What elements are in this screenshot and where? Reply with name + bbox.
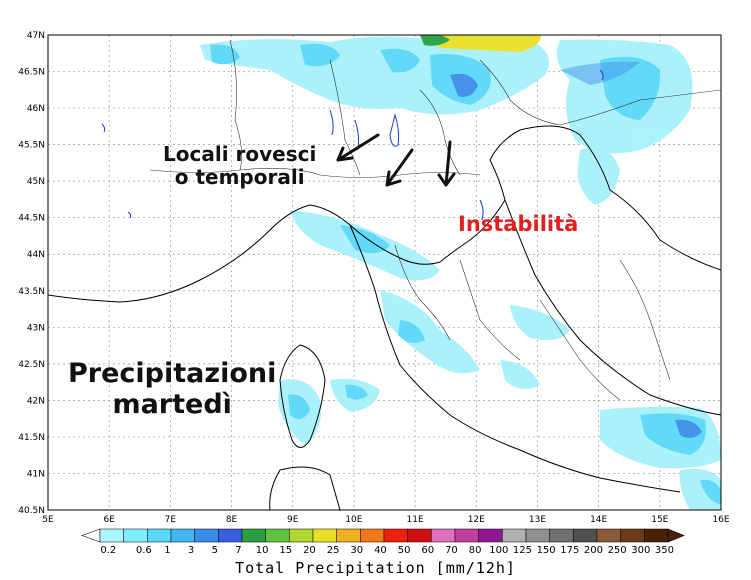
colorbar-min-arrow — [81, 528, 101, 543]
annotation-precipitation-line1: Precipitazioni — [68, 358, 277, 389]
colorbar-tick-label: 60 — [421, 545, 435, 556]
colorbar-tick-label: 20 — [303, 545, 316, 556]
colorbar-swatch — [123, 528, 148, 543]
annotation-instability: Instabilità — [458, 212, 579, 236]
lon-tick-label: 16E — [712, 515, 729, 525]
border-lines — [149, 39, 721, 401]
lon-tick-label: 13E — [529, 515, 546, 525]
colorbar-max-arrow — [667, 528, 685, 543]
colorbar-swatch — [218, 528, 243, 543]
colorbar-swatch — [312, 528, 337, 543]
lon-tick-label: 11E — [407, 515, 424, 525]
lat-tick-label: 40.5N — [18, 506, 45, 516]
colorbar-tick-label: 70 — [445, 545, 458, 556]
lat-tick-label: 45N — [27, 177, 45, 187]
longitude-labels: 5E 6E 7E 8E 9E 10E 11E 12E 13E 14E 15E 16E — [42, 515, 730, 525]
colorbar-tick-label: 7 — [235, 545, 242, 556]
colorbar-tick-label: 50 — [397, 545, 411, 556]
lon-tick-label: 6E — [103, 515, 115, 525]
colorbar-swatch — [289, 528, 314, 543]
lon-tick-label: 14E — [590, 515, 607, 525]
lat-tick-label: 46.5N — [18, 68, 45, 78]
colorbar-tick-label: 15 — [279, 545, 293, 556]
colorbar-tick-label: 300 — [631, 545, 651, 556]
colorbar-tick-label: 25 — [326, 545, 340, 556]
colorbar-tick-label: 100 — [489, 545, 509, 556]
colorbar-swatch — [241, 528, 266, 543]
colorbar-tick-label: 30 — [350, 545, 364, 556]
colorbar-swatch — [383, 528, 408, 543]
lon-tick-label: 8E — [226, 515, 238, 525]
colorbar-swatch — [336, 528, 361, 543]
colorbar-swatch — [478, 528, 503, 543]
lat-tick-label: 44N — [27, 250, 45, 260]
lon-tick-label: 5E — [42, 515, 54, 525]
colorbar-swatch — [644, 528, 669, 543]
colorbar-swatch — [502, 528, 527, 543]
lat-tick-label: 42N — [27, 396, 45, 406]
arrows — [336, 133, 456, 187]
map-frame — [47, 34, 722, 511]
colorbar-tick-label: 0.6 — [135, 545, 152, 556]
annotation-showers-line1: Locali rovesci — [163, 142, 317, 166]
colorbar-swatch — [170, 528, 195, 543]
colorbar-swatch — [194, 528, 219, 543]
colorbar-tick-label: 150 — [536, 545, 556, 556]
arrow-3 — [437, 140, 456, 187]
colorbar-swatch — [265, 528, 290, 543]
annotation-precipitation-line2: martedì — [112, 389, 232, 421]
lat-tick-label: 46N — [27, 104, 45, 114]
lon-tick-label: 12E — [468, 515, 485, 525]
colorbar-tick-label: 3 — [187, 545, 195, 556]
annotation-showers-line2: o temporali — [174, 165, 305, 189]
colorbar-swatch — [360, 528, 385, 543]
colorbar-tick-label: 200 — [583, 545, 603, 556]
colorbar-tick-label: 0.2 — [100, 545, 117, 556]
lat-tick-label: 43.5N — [18, 287, 45, 297]
lon-tick-label: 10E — [345, 515, 362, 525]
colorbar-tick-label: 175 — [560, 545, 580, 556]
colorbar-swatch — [596, 528, 621, 543]
colorbar-tick-label: 250 — [607, 545, 627, 556]
colorbar-tick-label: 125 — [512, 545, 532, 556]
lat-tick-label: 44.5N — [18, 214, 45, 224]
arrow-1 — [336, 133, 380, 162]
lon-tick-label: 7E — [165, 515, 177, 525]
colorbar-swatch — [620, 528, 645, 543]
lat-tick-label: 41.5N — [18, 433, 45, 443]
precipitation-field — [200, 35, 721, 510]
colorbar-tick-label: 40 — [374, 545, 387, 556]
colorbar-tick-label: 1 — [164, 545, 171, 556]
colorbar — [81, 528, 685, 543]
colorbar-swatch — [454, 528, 479, 543]
annotation-showers: Locali rovesci o temporali — [163, 143, 316, 189]
arrow-2 — [385, 148, 414, 187]
lat-tick-label: 45.5N — [18, 141, 45, 151]
colorbar-tick-label: 350 — [654, 545, 674, 556]
lon-tick-label: 9E — [287, 515, 299, 525]
colorbar-swatch — [431, 528, 456, 543]
lat-tick-label: 42.5N — [18, 360, 45, 370]
lat-tick-label: 41N — [27, 469, 45, 479]
colorbar-tick-label: 5 — [211, 545, 218, 556]
lon-tick-label: 15E — [651, 515, 668, 525]
colorbar-swatch — [407, 528, 432, 543]
colorbar-swatch — [525, 528, 550, 543]
latitude-labels: 47N 46.5N 46N 45.5N 45N 44.5N 44N 43.5N 43N 42.5N… — [18, 31, 45, 516]
lat-tick-label: 47N — [27, 31, 45, 41]
colorbar-swatch — [549, 528, 574, 543]
lat-tick-label: 43N — [27, 323, 45, 333]
colorbar-swatch — [99, 528, 124, 543]
colorbar-swatch — [573, 528, 598, 543]
colorbar-tick-label: 10 — [255, 545, 269, 556]
annotation-precipitation: Precipitazioni martedì — [68, 358, 276, 420]
coastline — [48, 125, 721, 510]
colorbar-swatch — [147, 528, 172, 543]
colorbar-tick-label: 80 — [468, 545, 482, 556]
colorbar-title: Total Precipitation [mm/12h] — [235, 559, 516, 577]
